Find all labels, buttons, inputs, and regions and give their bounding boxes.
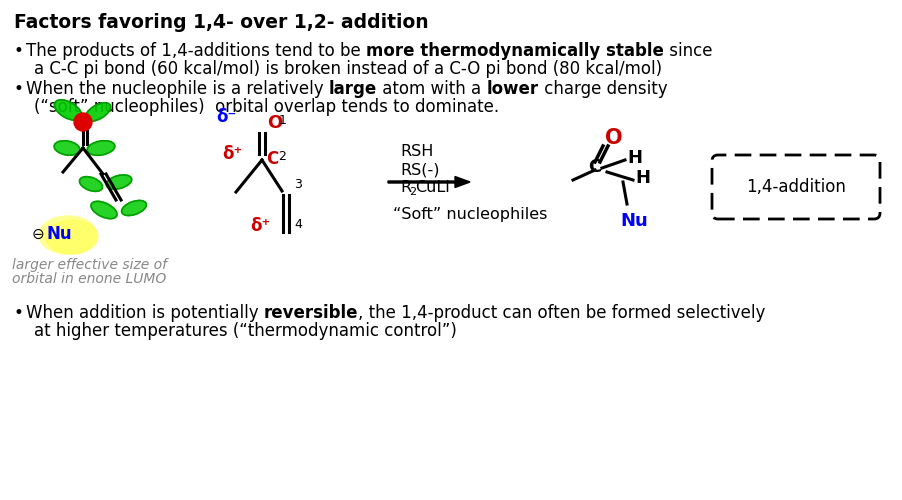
Text: ⊖: ⊖ xyxy=(32,226,45,242)
Ellipse shape xyxy=(54,140,80,156)
Text: δ⁻: δ⁻ xyxy=(216,108,236,126)
Text: 2: 2 xyxy=(278,150,286,162)
Ellipse shape xyxy=(46,220,98,254)
Text: δ⁺: δ⁺ xyxy=(250,217,271,235)
Text: RS(-): RS(-) xyxy=(400,162,439,178)
Text: Nu: Nu xyxy=(620,212,648,230)
Text: CuLi: CuLi xyxy=(415,180,450,196)
Text: δ⁺: δ⁺ xyxy=(222,145,243,163)
Text: Nu: Nu xyxy=(47,225,73,243)
Text: larger effective size of: larger effective size of xyxy=(12,258,167,272)
Text: C: C xyxy=(266,150,278,168)
Text: •: • xyxy=(14,42,23,60)
Ellipse shape xyxy=(54,100,81,120)
Text: a C-C pi bond (60 kcal/mol) is broken instead of a C-O pi bond (80 kcal/mol): a C-C pi bond (60 kcal/mol) is broken in… xyxy=(34,60,662,78)
FancyBboxPatch shape xyxy=(712,155,880,219)
Text: reversible: reversible xyxy=(264,304,358,322)
Text: 1: 1 xyxy=(279,114,287,126)
Ellipse shape xyxy=(122,200,146,216)
Text: 4: 4 xyxy=(294,218,302,232)
Text: •: • xyxy=(14,304,23,322)
Text: charge density: charge density xyxy=(538,80,667,98)
Text: The products of 1,4-additions tend to be: The products of 1,4-additions tend to be xyxy=(26,42,366,60)
Text: Factors favoring 1,4- over 1,2- addition: Factors favoring 1,4- over 1,2- addition xyxy=(14,13,428,32)
Text: at higher temperatures (“thermodynamic control”): at higher temperatures (“thermodynamic c… xyxy=(34,322,457,340)
Text: atom with a: atom with a xyxy=(377,80,486,98)
Text: lower: lower xyxy=(486,80,538,98)
FancyArrow shape xyxy=(388,176,470,188)
Text: 1,4-addition: 1,4-addition xyxy=(746,178,846,196)
Text: orbital in enone LUMO: orbital in enone LUMO xyxy=(12,272,166,286)
Text: C: C xyxy=(588,158,602,176)
Text: , the 1,4-product can often be formed selectively: , the 1,4-product can often be formed se… xyxy=(358,304,766,322)
Text: 2: 2 xyxy=(409,187,416,197)
Text: O: O xyxy=(267,114,282,132)
Text: H: H xyxy=(635,169,650,187)
Ellipse shape xyxy=(79,176,103,192)
Text: R: R xyxy=(400,180,411,196)
Text: RSH: RSH xyxy=(400,144,433,160)
Text: (“soft” nucleophiles)  orbital overlap tends to dominate.: (“soft” nucleophiles) orbital overlap te… xyxy=(34,98,499,116)
Ellipse shape xyxy=(106,175,132,189)
Text: H: H xyxy=(627,149,642,167)
Text: “Soft” nucleophiles: “Soft” nucleophiles xyxy=(393,207,548,222)
Ellipse shape xyxy=(87,140,115,156)
Text: more thermodynamically stable: more thermodynamically stable xyxy=(366,42,664,60)
Text: large: large xyxy=(329,80,377,98)
Ellipse shape xyxy=(39,216,97,254)
Ellipse shape xyxy=(91,202,117,218)
Text: since: since xyxy=(664,42,713,60)
Text: 3: 3 xyxy=(294,178,302,192)
Text: When addition is potentially: When addition is potentially xyxy=(26,304,264,322)
Text: O: O xyxy=(605,128,622,148)
Text: When the nucleophile is a relatively: When the nucleophile is a relatively xyxy=(26,80,329,98)
Ellipse shape xyxy=(86,102,111,122)
Circle shape xyxy=(74,113,92,131)
Text: •: • xyxy=(14,80,23,98)
